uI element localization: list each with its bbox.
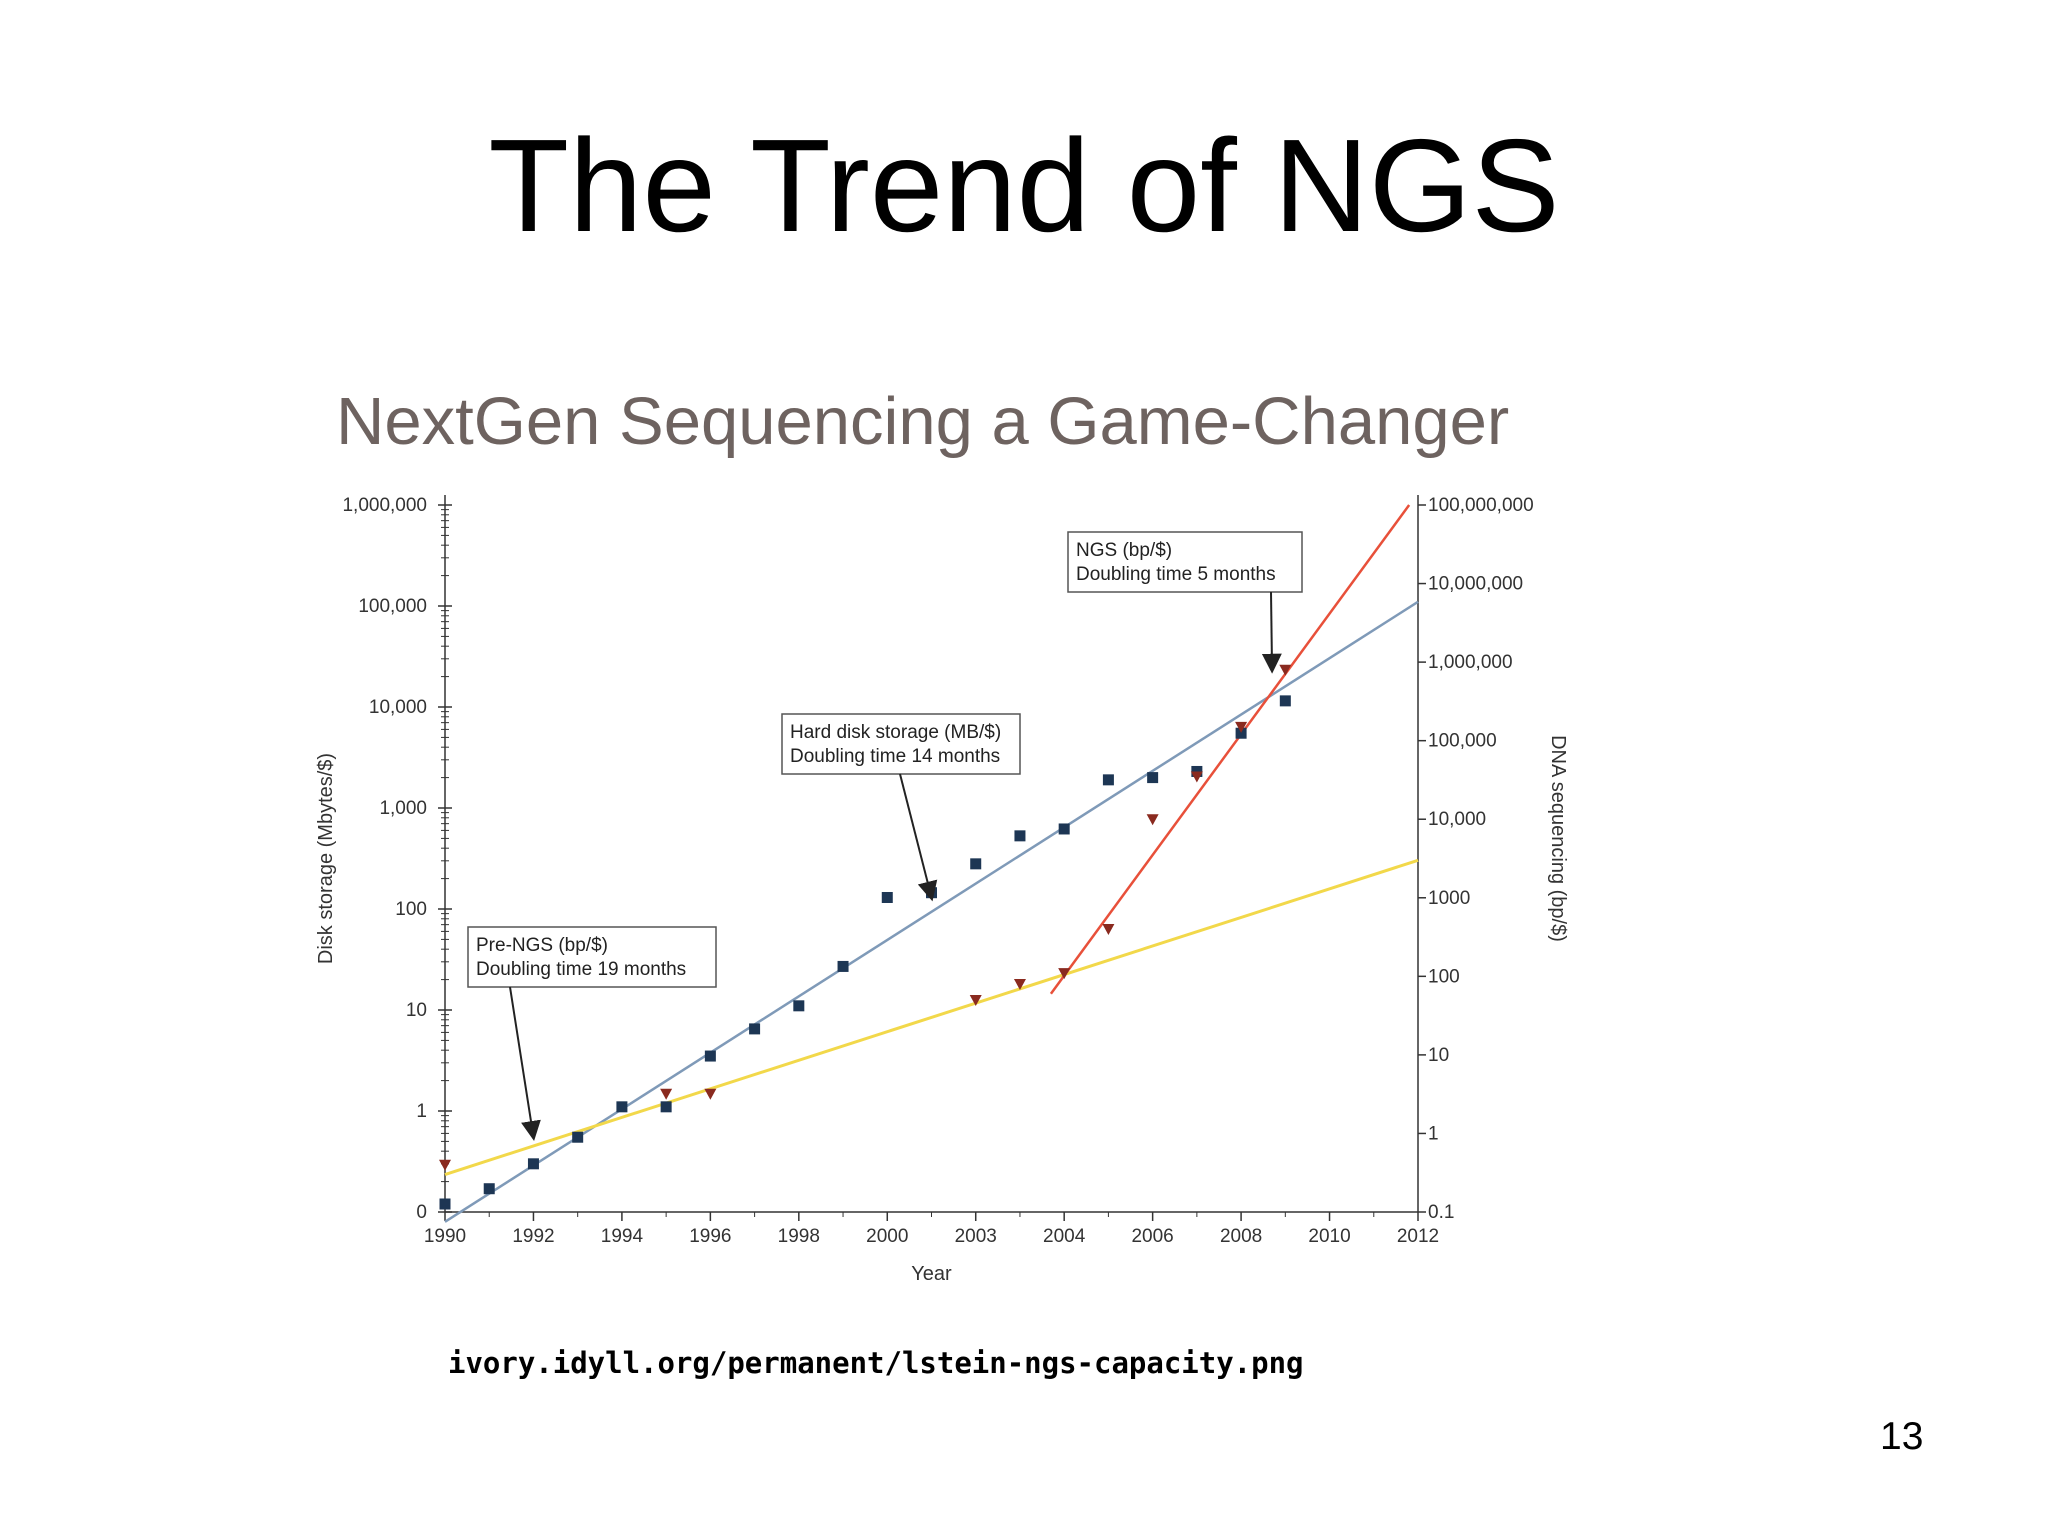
left-axis-tick-label: 100,000 <box>358 596 427 617</box>
left-axis-tick-label: 10,000 <box>369 697 427 718</box>
right-axis-tick-label: 10,000 <box>1428 809 1486 830</box>
annotation-text-disk: Doubling time 14 months <box>790 746 1000 767</box>
x-axis-tick-label: 1996 <box>689 1226 731 1247</box>
disk-storage-point <box>439 1198 451 1210</box>
annotation-box-ngs <box>1067 531 1303 593</box>
right-axis-tick-label: 10,000,000 <box>1428 574 1523 595</box>
disk-storage-point <box>749 1023 761 1035</box>
disk-storage-point <box>1191 765 1203 777</box>
disk-storage-point <box>527 1158 539 1170</box>
right-axis-title: DNA sequencing (bp/$) <box>1547 735 1569 942</box>
left-axis-tick-label: 10 <box>406 1000 427 1021</box>
disk-storage-point <box>572 1131 584 1143</box>
annotation-box-prengs <box>467 926 717 988</box>
dna-sequencing-point <box>1146 814 1159 826</box>
x-axis-title: Year <box>911 1263 952 1285</box>
slide-title: The Trend of NGS <box>488 112 1560 259</box>
right-axis-tick-label: 1 <box>1428 1123 1439 1144</box>
disk-storage-point <box>660 1101 672 1113</box>
dna-sequencing-point <box>1058 968 1071 980</box>
disk-storage-point <box>1102 774 1114 786</box>
right-axis-tick-label: 0.1 <box>1428 1202 1454 1223</box>
disk-storage-point <box>1279 695 1291 707</box>
disk-storage-point <box>483 1183 495 1195</box>
dna-sequencing-point <box>1013 978 1026 990</box>
right-axis-tick-label: 100,000,000 <box>1428 495 1534 516</box>
disk-storage-point <box>970 858 982 870</box>
right-axis-tick-label: 1,000,000 <box>1428 652 1513 673</box>
annotation-text-ngs: NGS (bp/$) <box>1076 540 1172 561</box>
disk-storage-point <box>1235 727 1247 739</box>
disk-storage-point <box>837 960 849 972</box>
x-axis-tick-label: 1992 <box>512 1226 554 1247</box>
disk-storage-point <box>1147 772 1159 784</box>
source-url[interactable]: ivory.idyll.org/permanent/lstein-ngs-cap… <box>448 1346 1304 1380</box>
x-axis-tick-label: 2010 <box>1308 1226 1350 1247</box>
x-axis-tick-label: 1998 <box>778 1226 820 1247</box>
disk-storage-point <box>1014 830 1026 842</box>
annotation-arrow-prengs <box>509 986 541 1141</box>
left-axis-tick-label: 100 <box>395 899 427 920</box>
ngs-trend-line <box>1049 504 1411 995</box>
chart-title: NextGen Sequencing a Game-Changer <box>336 384 1510 459</box>
left-axis-tick-label: 1,000,000 <box>342 495 427 516</box>
x-axis-tick-label: 2006 <box>1131 1226 1173 1247</box>
dna-sequencing-point <box>1279 664 1292 676</box>
disk-storage-point <box>616 1101 628 1113</box>
x-axis-tick-label: 2004 <box>1043 1226 1086 1247</box>
right-axis-tick-label: 1000 <box>1428 888 1470 909</box>
x-axis-tick-label: 2003 <box>955 1226 997 1247</box>
ngs-trend-chart: 0 1 10 100 1,000 10,000 100,000 1,000,000 0.1 1 10… <box>315 495 1569 1285</box>
annotation-text-ngs: Doubling time 5 months <box>1076 564 1276 585</box>
right-axis-tick-label: 100 <box>1428 966 1460 987</box>
dna-sequencing-point <box>704 1088 717 1100</box>
x-axis-tick-label: 2008 <box>1220 1226 1262 1247</box>
annotation-box-disk <box>781 713 1021 775</box>
annotation-text-prengs: Doubling time 19 months <box>476 959 686 980</box>
disk-storage-point <box>881 891 893 903</box>
disk-storage-point <box>704 1050 716 1062</box>
left-axis-tick-label: 0 <box>416 1202 427 1223</box>
x-axis-tick-label: 1994 <box>601 1226 644 1247</box>
left-axis-tick-label: 1,000 <box>379 798 427 819</box>
page-number: 13 <box>1880 1415 1924 1458</box>
annotation-arrow-disk <box>899 773 938 902</box>
x-axis-tick-label: 2000 <box>866 1226 908 1247</box>
left-axis-tick-label: 1 <box>416 1101 427 1122</box>
disk-storage-point <box>793 1000 805 1012</box>
right-axis-tick-label: 100,000 <box>1428 731 1497 752</box>
pre-ngs-trend-line <box>444 858 1419 1176</box>
dna-sequencing-point <box>969 994 982 1006</box>
left-axis-title: Disk storage (Mbytes/$) <box>315 753 337 964</box>
dna-sequencing-point <box>1102 924 1115 936</box>
x-axis-tick-label: 1990 <box>424 1226 466 1247</box>
dna-sequencing-point <box>439 1159 451 1171</box>
dna-sequencing-point <box>1235 721 1248 733</box>
chart-area: 0 1 10 100 1,000 10,000 100,000 1,000,000 0.1 1 10… <box>300 480 1600 1300</box>
x-axis-tick-label: 2012 <box>1397 1226 1439 1247</box>
annotation-text-prengs: Pre-NGS (bp/$) <box>476 935 608 956</box>
annotation-arrow-ngs <box>1261 591 1282 674</box>
right-axis-tick-label: 10 <box>1428 1045 1449 1066</box>
dna-sequencing-point <box>1190 771 1203 783</box>
disk-storage-point <box>1058 823 1070 835</box>
dna-sequencing-point <box>660 1088 673 1100</box>
disk-trend-line <box>444 600 1419 1223</box>
annotation-text-disk: Hard disk storage (MB/$) <box>790 722 1001 743</box>
